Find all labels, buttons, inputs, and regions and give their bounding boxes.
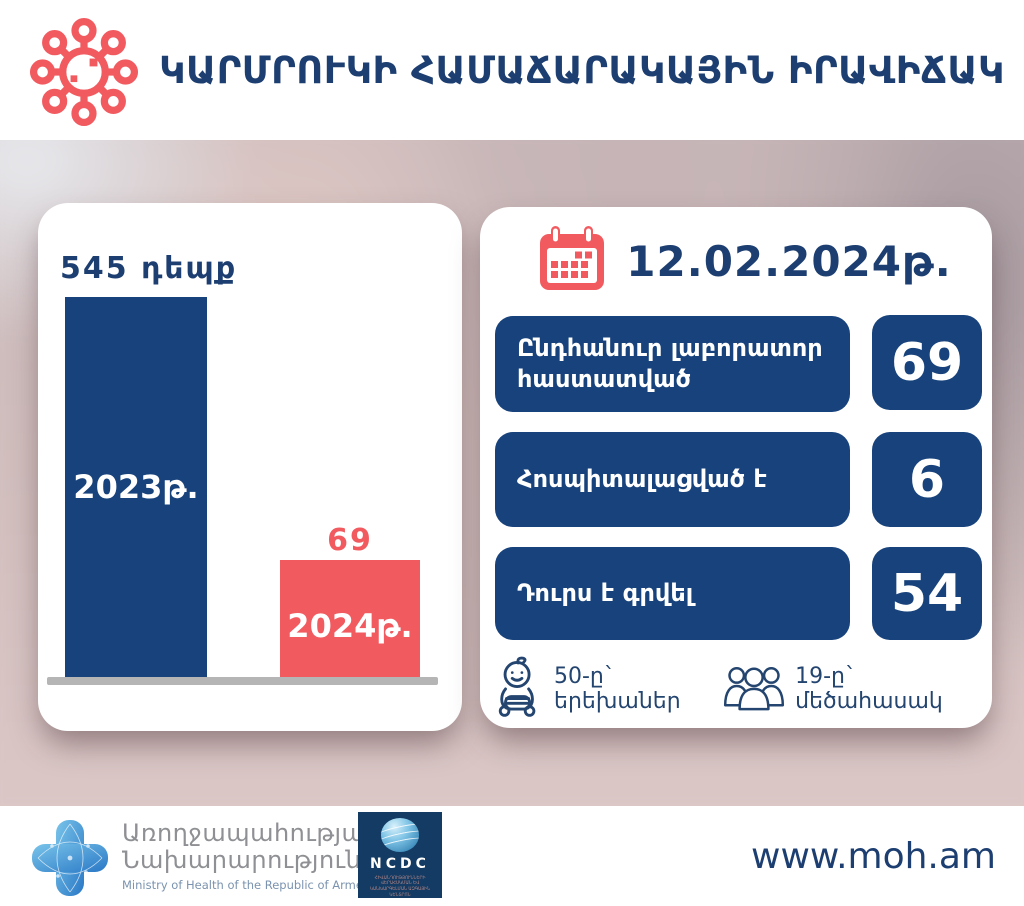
bar-2023-category-label: 2023թ. xyxy=(73,468,199,506)
stat-value-confirmed: 69 xyxy=(872,315,982,410)
children-group: 50-ը` երեխաներ xyxy=(494,656,723,722)
adults-group: 19-ը` մեծահասակ xyxy=(723,663,982,715)
stat-value-discharged: 54 xyxy=(872,547,982,640)
bar-2023-value-label: 545 դեպք xyxy=(60,251,238,286)
adults-icon xyxy=(723,663,785,715)
virus-icon xyxy=(28,16,140,128)
children-label: 50-ը` երեխաներ xyxy=(554,664,681,714)
stat-label-hospitalized: Հոսպիտալացված է xyxy=(495,432,850,527)
date-row: 12.02.2024թ. xyxy=(480,221,992,301)
baby-icon xyxy=(494,656,544,722)
chart-baseline xyxy=(47,677,438,685)
bar-2023: 2023թ. xyxy=(65,297,207,677)
stat-label-confirmed: Ընդհանուր լաբորատոր հաստատված xyxy=(495,316,850,412)
ncdc-logo: NCDC ՀԻՎԱՆԴՈՒԹՅՈՒՆՆԵՐԻ ՎԵՐԱՀՍԿՄԱՆ ԵՎ ԿԱՆ… xyxy=(358,812,442,898)
stat-value-hospitalized: 6 xyxy=(872,432,982,527)
ministry-name: Առողջապահության Նախարարություն Ministry … xyxy=(122,820,381,892)
ncdc-label: NCDC xyxy=(370,855,430,872)
bar-2024-category-label: 2024թ. xyxy=(287,606,413,645)
calendar-icon xyxy=(538,226,606,296)
ncdc-globe-icon xyxy=(381,818,419,852)
adults-label: 19-ը` մեծահասակ xyxy=(795,664,943,714)
moh-logo-icon xyxy=(28,816,112,900)
ministry-name-line2: Նախարարություն xyxy=(122,845,362,874)
bar-2024: 2024թ. xyxy=(280,560,420,677)
age-breakdown: 50-ը` երեխաներ 19-ը` մեծահասակ xyxy=(494,655,982,723)
ministry-subtitle: Ministry of Health of the Republic of Ar… xyxy=(122,877,381,892)
stat-label-discharged: Դուրս է գրվել xyxy=(495,547,850,640)
website-link[interactable]: www.moh.am xyxy=(751,836,996,877)
header-bar: ԿԱՐՄՐՈՒԿԻ ՀԱՄԱՃԱՐԱԿԱՅԻՆ ԻՐԱՎԻՃԱԿ xyxy=(0,0,1024,140)
cases-chart-card: 545 դեպք 2023թ. 69 դեպք 2024թ. xyxy=(38,203,462,731)
report-date: 12.02.2024թ. xyxy=(626,236,952,286)
page-title: ԿԱՐՄՐՈՒԿԻ ՀԱՄԱՃԱՐԱԿԱՅԻՆ ԻՐԱՎԻՃԱԿ xyxy=(159,48,1005,92)
ministry-name-line1: Առողջապահության xyxy=(122,819,382,847)
daily-report-card: 12.02.2024թ. Ընդհանուր լաբորատոր հաստատվ… xyxy=(480,207,992,728)
ncdc-subtext: ՀԻՎԱՆԴՈՒԹՅՈՒՆՆԵՐԻ ՎԵՐԱՀՍԿՄԱՆ ԵՎ ԿԱՆԽԱՐԳԵ… xyxy=(369,874,431,898)
footer-bar: Առողջապահության Նախարարություն Ministry … xyxy=(0,806,1024,906)
